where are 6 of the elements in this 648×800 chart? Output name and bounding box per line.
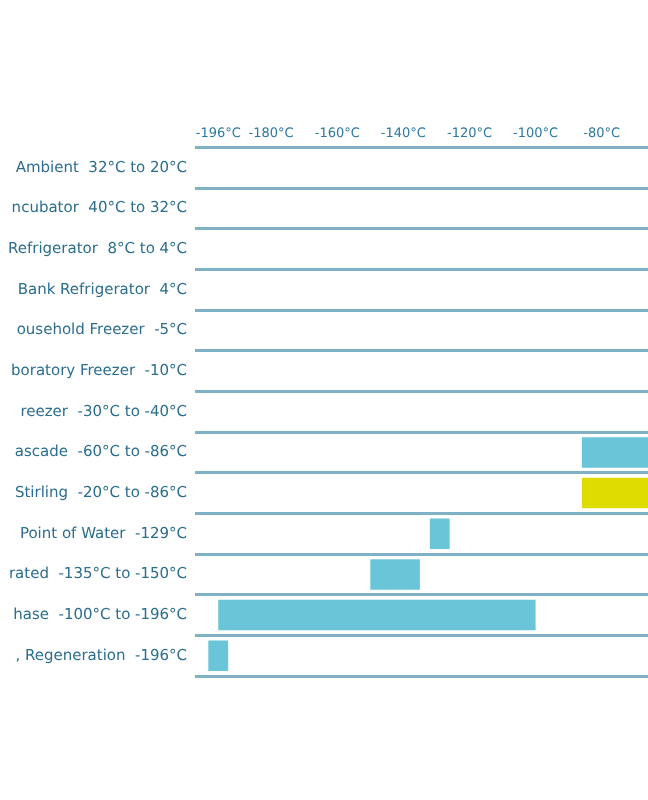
bar bbox=[218, 599, 536, 631]
bar bbox=[208, 640, 229, 671]
bar bbox=[581, 437, 648, 468]
bar bbox=[370, 559, 420, 590]
bar bbox=[429, 518, 450, 549]
bar bbox=[581, 477, 648, 509]
